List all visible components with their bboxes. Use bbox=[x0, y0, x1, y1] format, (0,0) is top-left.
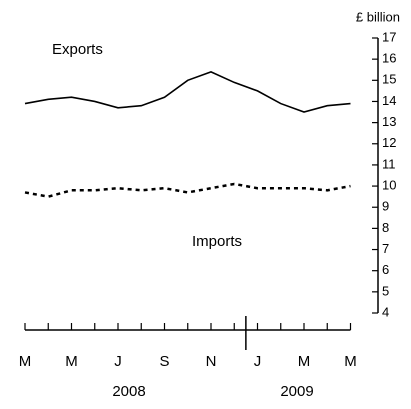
exports-annotation: Exports bbox=[52, 41, 103, 58]
y-tick-label: 15 bbox=[382, 72, 396, 87]
x-tick-label: N bbox=[206, 353, 217, 370]
x-tick-label: M bbox=[65, 353, 78, 370]
y-tick-label: 13 bbox=[382, 114, 396, 129]
y-tick-label: 16 bbox=[382, 51, 396, 66]
y-tick-label: 8 bbox=[382, 220, 389, 235]
y-tick-label: 14 bbox=[382, 93, 396, 108]
y-tick-label: 12 bbox=[382, 135, 396, 150]
x-tick-label: J bbox=[114, 353, 122, 370]
year-label: 2008 bbox=[112, 383, 145, 400]
x-tick-label: S bbox=[159, 353, 169, 370]
series-line bbox=[24, 182, 351, 198]
x-tick-label: M bbox=[344, 353, 357, 370]
y-tick-label: 7 bbox=[382, 241, 389, 256]
y-tick-label: 5 bbox=[382, 283, 389, 298]
year-label: 2009 bbox=[280, 383, 313, 400]
x-tick-label: M bbox=[298, 353, 311, 370]
y-tick-label: 11 bbox=[382, 156, 396, 171]
y-tick-label: 9 bbox=[382, 199, 389, 214]
y-tick-label: 10 bbox=[382, 178, 396, 193]
x-tick-label: J bbox=[254, 353, 262, 370]
imports-annotation: Imports bbox=[192, 233, 242, 250]
y-axis-label: £ billion bbox=[356, 9, 400, 24]
y-tick-label: 17 bbox=[382, 29, 396, 44]
x-tick-label: M bbox=[19, 353, 32, 370]
series-line bbox=[24, 70, 351, 113]
y-tick-label: 4 bbox=[382, 304, 389, 319]
y-tick-label: 6 bbox=[382, 262, 389, 277]
